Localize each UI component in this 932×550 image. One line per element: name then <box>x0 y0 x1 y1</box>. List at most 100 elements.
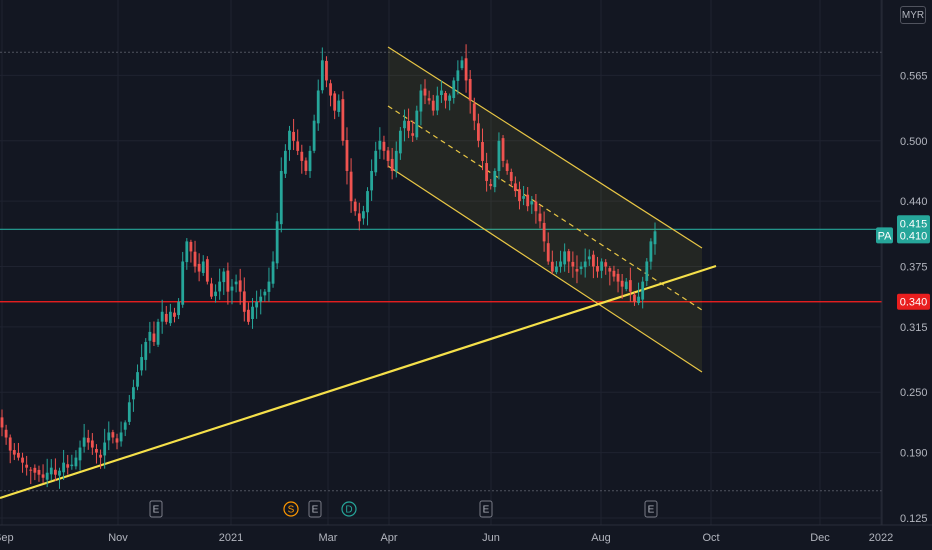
candle <box>357 202 361 231</box>
candle-body <box>444 92 447 101</box>
price-axis[interactable]: 0.565 0.500 0.440 0.375 0.315 0.250 0.190 0.125 <box>900 70 928 525</box>
event-marker-s: S <box>283 501 299 517</box>
support-trendline <box>0 264 717 500</box>
candle-body <box>230 286 234 291</box>
candle <box>222 268 226 295</box>
event-marker-label: E <box>153 505 160 516</box>
candle <box>464 44 468 93</box>
candle <box>279 157 283 233</box>
candle-body <box>587 256 591 260</box>
candle-body <box>267 281 271 292</box>
candle-body <box>440 90 443 96</box>
candle <box>193 240 197 273</box>
candle-body <box>481 142 484 161</box>
candle-body <box>197 263 201 272</box>
time-axis-label: Oct <box>702 532 719 544</box>
candle <box>456 60 460 95</box>
candle <box>390 147 394 180</box>
candle-body <box>107 432 111 441</box>
candle-body <box>472 103 476 121</box>
candle <box>526 187 530 212</box>
candle-body <box>624 281 628 290</box>
channel-lower-line <box>387 165 703 373</box>
candle <box>497 132 501 180</box>
candle-body <box>464 58 468 81</box>
candle-body <box>407 120 410 131</box>
candle <box>127 394 131 425</box>
candle-body <box>542 222 546 242</box>
candle-body <box>300 151 304 161</box>
candle-body <box>127 402 131 422</box>
time-axis-label: 2022 <box>869 532 893 544</box>
candle-body <box>58 470 61 476</box>
candle-body <box>415 110 419 138</box>
candle <box>168 303 172 326</box>
price-axis-label: 0.375 <box>900 262 928 274</box>
candle-body <box>370 170 374 191</box>
candle-body <box>501 138 505 161</box>
candle-body <box>456 70 460 81</box>
candle <box>70 454 74 470</box>
candle <box>263 289 267 302</box>
candle-body <box>251 306 254 319</box>
event-marker-box <box>479 500 493 518</box>
price-axis-label: 0.440 <box>900 196 928 208</box>
candle <box>288 125 291 161</box>
candle <box>345 127 349 185</box>
candle-body <box>575 269 579 272</box>
candle <box>144 338 148 371</box>
candle-body <box>205 259 209 282</box>
price-tag-bg <box>897 293 930 310</box>
candle-body <box>185 241 189 263</box>
price-axis-bg <box>882 0 932 525</box>
candle-body <box>489 183 493 187</box>
currency-button[interactable]: MYR <box>900 6 926 24</box>
candle <box>238 268 242 305</box>
candle <box>591 250 595 279</box>
event-marker-box <box>644 500 658 518</box>
candle-body <box>567 251 571 262</box>
candle-body <box>620 280 624 287</box>
candle-body <box>304 160 308 171</box>
candle-body <box>349 171 353 202</box>
candle-body <box>386 150 390 161</box>
event-marker-label: E <box>648 505 655 516</box>
candle <box>226 262 230 305</box>
time-axis[interactable]: Sep Nov 2021 Mar Apr Jun Aug Oct Dec 2022 <box>0 532 893 544</box>
candle <box>546 232 550 265</box>
candle <box>583 248 587 278</box>
candle-body <box>148 331 152 341</box>
candle <box>329 79 332 107</box>
candle <box>62 449 66 480</box>
candle-body <box>460 60 464 69</box>
candle <box>33 464 37 481</box>
candle-body <box>435 95 439 111</box>
candle-body <box>591 254 595 267</box>
price-tag-value: 0.340 <box>900 297 928 309</box>
candle <box>0 409 4 437</box>
candle <box>103 428 107 469</box>
candle <box>152 321 156 347</box>
candle <box>41 464 45 484</box>
candle <box>4 424 8 445</box>
candle <box>316 79 320 131</box>
candle-body <box>513 183 517 192</box>
candle <box>362 205 365 225</box>
candle-body <box>226 270 230 292</box>
candle <box>538 205 542 229</box>
candle <box>45 458 49 488</box>
event-marker-circle <box>283 501 299 517</box>
candle-body <box>152 333 156 342</box>
price-axis-label: 0.500 <box>900 136 928 148</box>
candle <box>111 429 115 444</box>
time-axis-bg <box>0 525 932 550</box>
candle-body <box>218 281 222 292</box>
candle-body <box>341 99 345 141</box>
candle-body <box>103 442 107 456</box>
candle <box>148 321 152 354</box>
candle-body <box>132 387 135 400</box>
candle <box>612 265 616 282</box>
candle <box>600 258 604 279</box>
candle-body <box>579 266 583 269</box>
